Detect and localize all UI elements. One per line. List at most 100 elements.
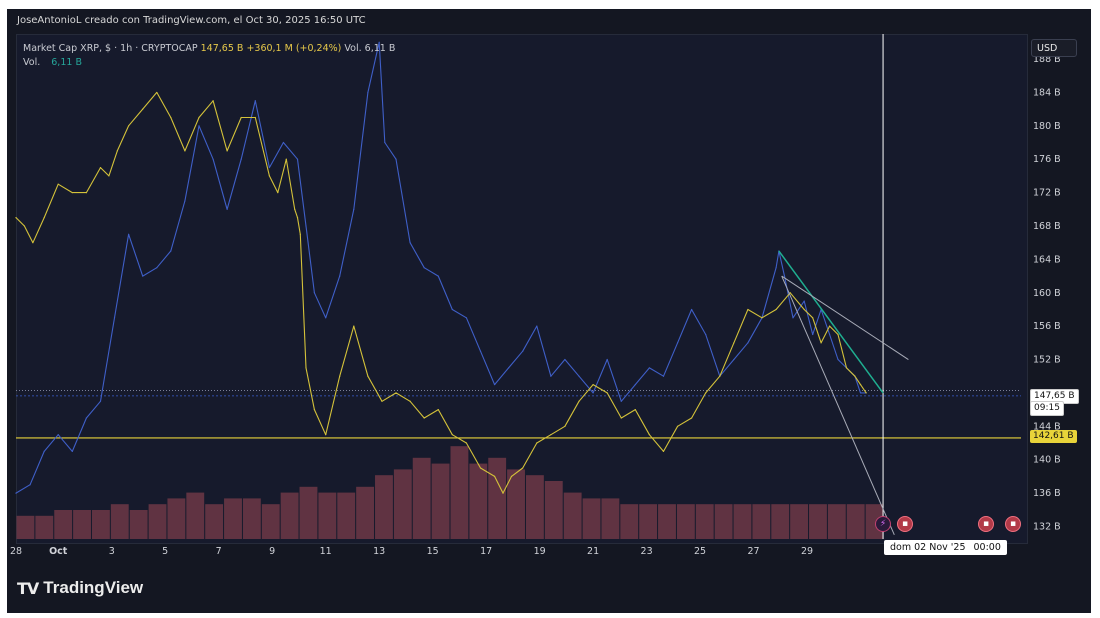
series-point	[676, 342, 679, 344]
series-point	[789, 292, 791, 294]
y-tick-label: 184 B	[1033, 87, 1061, 98]
series-point	[212, 100, 214, 102]
volume-bar	[827, 504, 846, 539]
volume-bar	[695, 504, 714, 539]
us-flag-event-icon[interactable]: ▪	[1005, 516, 1021, 532]
volume-bar	[337, 492, 356, 539]
series-point	[845, 367, 848, 369]
series-point	[367, 91, 369, 94]
series-point	[465, 317, 468, 319]
x-tick-label: 23	[641, 546, 653, 557]
volume-bar	[431, 463, 450, 539]
drawing-tools	[778, 250, 909, 536]
series-point	[648, 434, 651, 436]
volume-bar	[733, 504, 752, 539]
us-flag-event-icon[interactable]: ▪	[897, 516, 913, 532]
series-point	[254, 116, 256, 119]
y-tick-label: 164 B	[1033, 254, 1061, 265]
series-point	[296, 217, 299, 219]
plot-area[interactable]	[16, 34, 1028, 544]
crosshair-date: dom 02 Nov '25	[890, 542, 966, 553]
series-point	[634, 409, 636, 411]
chart-window: JoseAntonioL creado con TradingView.com,…	[7, 9, 1091, 613]
trendline	[778, 250, 884, 394]
y-tick-label: 172 B	[1033, 188, 1061, 199]
series-point	[634, 383, 636, 386]
volume-bar	[54, 510, 73, 539]
series-point	[116, 150, 118, 152]
series-point	[384, 141, 386, 144]
series-point	[128, 233, 130, 235]
x-tick-label: 7	[216, 546, 222, 557]
volume-bar	[224, 498, 242, 539]
series-point	[99, 400, 102, 402]
series-point	[691, 308, 693, 311]
series-point	[662, 375, 665, 377]
legend-symbol-row[interactable]: Market Cap XRP, $ · 1h · CRYPTOCAP 147,6…	[23, 43, 395, 54]
volume-bar	[846, 504, 865, 539]
series-point	[339, 275, 341, 277]
volume-bar	[809, 504, 827, 539]
attribution-text: JoseAntonioL creado con TradingView.com,…	[17, 15, 366, 26]
volume-bar	[450, 446, 469, 539]
volume-bar	[280, 492, 299, 539]
series-point	[451, 308, 453, 311]
volume-bar	[544, 481, 563, 539]
series-point	[170, 116, 172, 119]
series-point	[510, 475, 513, 477]
series-point	[325, 434, 327, 436]
x-tick-label: 13	[373, 546, 385, 557]
currency-selector[interactable]: USD	[1031, 39, 1077, 57]
series-point	[285, 158, 287, 160]
series-point	[170, 250, 172, 252]
volume-bar	[375, 475, 393, 539]
y-tick-label: 156 B	[1033, 321, 1061, 332]
volume-bar	[16, 515, 35, 539]
y-axis: 188 B 184 B 180 B 176 B 172 B 168 B 164 B 160 B…	[1033, 54, 1061, 532]
series-point	[859, 383, 862, 386]
x-tick-label: 21	[587, 546, 599, 557]
series-point	[226, 150, 228, 152]
volume-bar	[563, 492, 582, 539]
series-point	[339, 375, 341, 377]
series-point	[775, 308, 777, 311]
series-point	[113, 317, 116, 319]
us-flag-event-icon[interactable]: ▪	[978, 516, 994, 532]
series-point	[226, 208, 228, 210]
lightning-event-icon[interactable]: ⚡	[875, 516, 891, 532]
series-line	[15, 91, 867, 494]
series-point	[57, 434, 59, 436]
series-point	[254, 100, 256, 102]
fan-line-upper	[781, 275, 909, 360]
legend-volume-row[interactable]: Vol. 6,11 B	[23, 57, 82, 68]
series-point	[184, 150, 186, 152]
series-point	[198, 116, 200, 119]
series-point	[142, 108, 144, 110]
volume-bar	[488, 457, 507, 539]
series-point	[15, 492, 17, 494]
crosshair-time: 00:00	[973, 542, 1001, 553]
series-point	[522, 350, 524, 352]
series-point	[820, 342, 822, 344]
volume-bars	[16, 446, 884, 539]
tradingview-brand[interactable]: TV TradingView	[17, 578, 143, 598]
horizontal-line-price-label: 142,61 B	[1030, 430, 1077, 443]
volume-bar	[714, 504, 733, 539]
series-point	[32, 242, 34, 244]
x-tick-label: 27	[748, 546, 760, 557]
series-point	[865, 392, 867, 394]
x-tick-label: 5	[162, 546, 168, 557]
fan-line-lower	[781, 275, 895, 536]
volume-bar	[35, 515, 54, 539]
volume-bar	[356, 486, 375, 539]
series-point	[108, 175, 110, 177]
volume-bar	[242, 498, 261, 539]
series-point	[859, 392, 862, 394]
series-point	[592, 392, 594, 394]
series-point	[437, 275, 439, 277]
x-tick-label: 15	[427, 546, 439, 557]
volume-bar	[412, 457, 431, 539]
price-chart[interactable]: 188 B 184 B 180 B 176 B 172 B 168 B 164 B 160 B…	[7, 9, 1091, 613]
series-point	[423, 417, 425, 419]
volume-bar	[601, 498, 620, 539]
